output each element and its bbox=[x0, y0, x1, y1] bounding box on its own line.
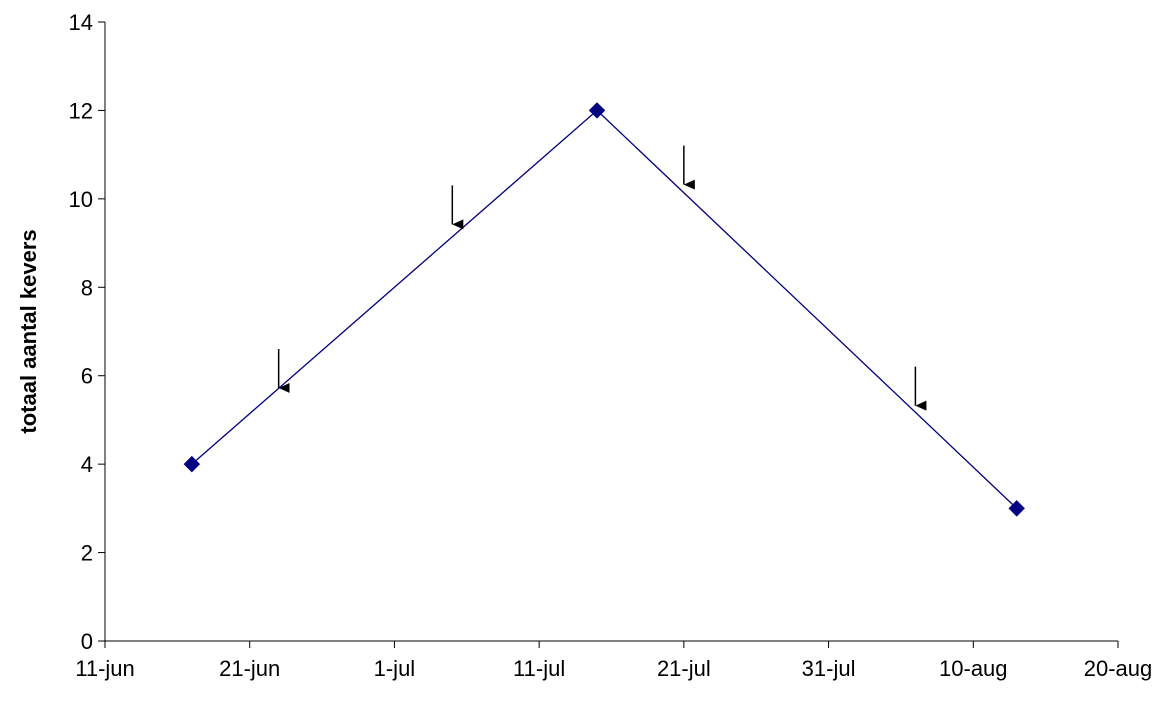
y-axis-title: totaal aantal kevers bbox=[16, 229, 41, 433]
series-layer bbox=[183, 102, 1025, 517]
x-axis: 11-jun 21-jun 1-jul 11-jul 21-jul 31-jul 10-au… bbox=[75, 640, 1153, 681]
x-tick-label: 21-jul bbox=[657, 656, 711, 681]
y-tick-label: 2 bbox=[81, 541, 93, 566]
y-tick-label: 8 bbox=[81, 275, 93, 300]
y-tick-label: 0 bbox=[81, 629, 93, 654]
plot-background bbox=[105, 22, 1118, 641]
plot-area bbox=[105, 22, 1118, 641]
data-point-marker bbox=[1008, 500, 1025, 517]
data-point-marker bbox=[183, 455, 201, 473]
annotation-layer bbox=[277, 145, 927, 411]
x-tick-label: 11-jun bbox=[75, 656, 135, 681]
x-tick-label: 31-jul bbox=[802, 656, 856, 681]
x-tick-label: 10-aug bbox=[939, 656, 1008, 681]
x-tick-label: 20-aug bbox=[1084, 656, 1153, 681]
x-tick-label: 1-jul bbox=[374, 656, 416, 681]
y-axis: 0 2 4 6 8 10 12 14 bbox=[69, 10, 106, 654]
y-tick-label: 6 bbox=[81, 364, 93, 389]
y-tick-label: 14 bbox=[69, 10, 93, 35]
y-tick-label: 4 bbox=[81, 452, 93, 477]
x-tick-label: 21-jun bbox=[219, 656, 280, 681]
y-tick-label: 10 bbox=[69, 187, 93, 212]
y-tick-label: 12 bbox=[69, 98, 93, 123]
data-point-marker bbox=[588, 102, 606, 119]
x-tick-label: 11-jul bbox=[513, 656, 565, 681]
